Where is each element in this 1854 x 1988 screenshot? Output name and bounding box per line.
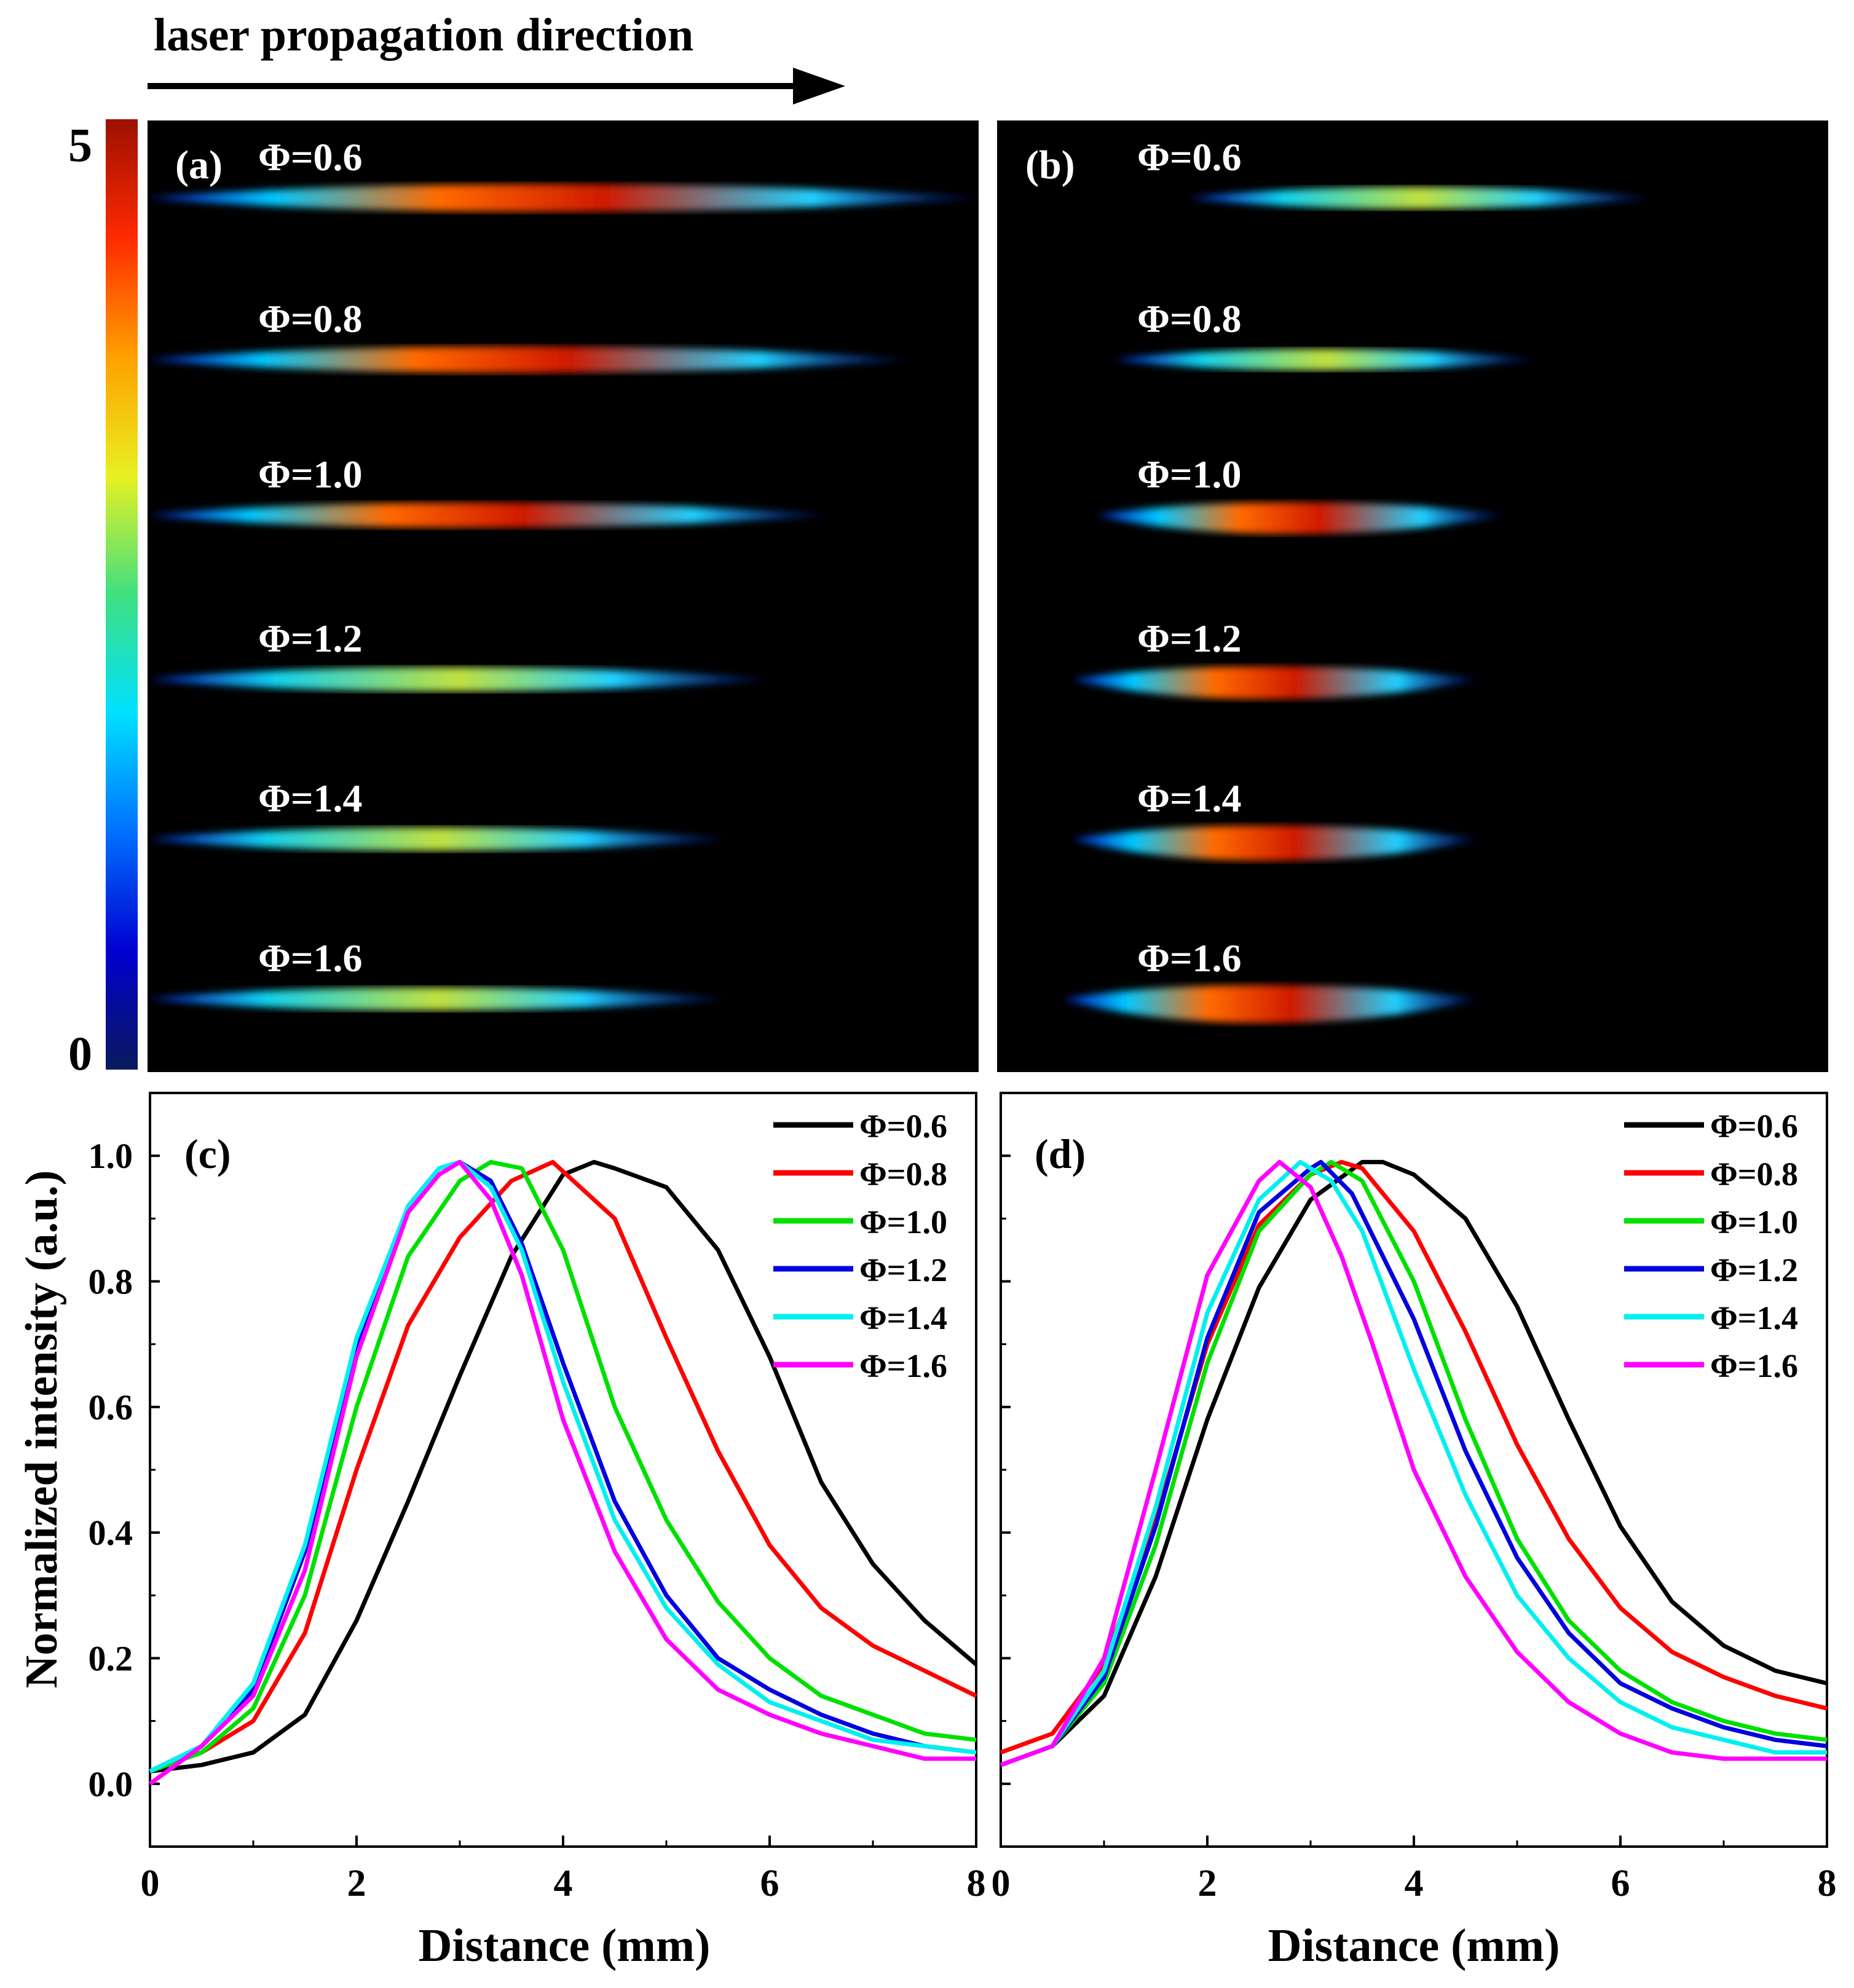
panel-label: (c) xyxy=(184,1130,231,1177)
legend-label: Φ=1.0 xyxy=(1710,1204,1798,1241)
y-tick-label: 0.8 xyxy=(89,1262,133,1302)
x-tick-label: 8 xyxy=(1818,1863,1837,1904)
plot-d: 0 2 4 6 8 (d) Φ=0.6 Φ=0.8 Φ=1.0 Φ=1.2 Φ=1.4 Φ=1.6 xyxy=(992,1092,1837,1904)
series-line xyxy=(149,1159,977,1773)
beam-label: Φ=1.0 xyxy=(258,452,363,496)
beam-label: Φ=1.6 xyxy=(1137,936,1242,980)
legend-label: Φ=1.6 xyxy=(1710,1347,1798,1384)
beam-label: Φ=1.0 xyxy=(1137,452,1242,496)
beam-trace xyxy=(148,184,979,212)
beam-label: Φ=0.8 xyxy=(258,297,363,341)
beam-trace xyxy=(1188,187,1654,209)
beam-label: Φ=1.2 xyxy=(1137,617,1242,660)
beam-trace xyxy=(1113,349,1537,371)
series-line xyxy=(1000,1159,1828,1755)
y-tick-label: 0.6 xyxy=(89,1387,133,1427)
colorbar-max-label: 5 xyxy=(68,118,92,172)
beam-trace xyxy=(148,346,912,373)
x-tick-label: 0 xyxy=(992,1863,1011,1904)
header-title: laser propagation direction xyxy=(154,9,693,61)
x-tick-label: 4 xyxy=(554,1863,573,1904)
x-tick-label: 2 xyxy=(1198,1863,1217,1904)
series-line xyxy=(149,1159,978,1773)
image-panel-b xyxy=(997,120,1828,1072)
beam-label: Φ=1.4 xyxy=(258,776,363,820)
legend-label: Φ=1.2 xyxy=(1710,1252,1798,1288)
y-tick-label: 1.0 xyxy=(89,1136,133,1176)
series-line xyxy=(149,1159,977,1773)
legend-label: Φ=1.4 xyxy=(859,1300,947,1336)
beam-trace xyxy=(1071,826,1480,861)
beam-trace xyxy=(148,987,730,1011)
colorbar xyxy=(106,119,138,1070)
y-axis-label: Normalized intensity (a.u.) xyxy=(17,1170,67,1689)
y-tick-label: 0.0 xyxy=(89,1764,133,1804)
series-line xyxy=(148,1159,976,1786)
colorbar-min-label: 0 xyxy=(68,1027,92,1080)
beam-label: Φ=0.6 xyxy=(1137,135,1242,179)
panel-b-label: (b) xyxy=(1025,143,1075,187)
beam-label: Φ=1.6 xyxy=(258,936,363,980)
x-tick-label: 8 xyxy=(967,1863,986,1904)
series-line xyxy=(1000,1159,1828,1767)
beam-trace xyxy=(148,667,771,692)
x-tick-label: 2 xyxy=(347,1863,366,1904)
y-tick-label: 0.4 xyxy=(89,1513,133,1553)
legend-label: Φ=0.8 xyxy=(1710,1156,1798,1193)
series-line xyxy=(1000,1159,1827,1767)
series-line xyxy=(1000,1159,1828,1767)
plot-c: 0 2 4 6 8 0.0 0.2 0.4 0.6 0.8 1.0 (c) Φ=0.6 Φ=0.8 Φ=1.… xyxy=(89,1092,986,1904)
y-tick-label: 0.2 xyxy=(89,1639,133,1679)
x-tick-label: 6 xyxy=(760,1863,779,1904)
series-line xyxy=(1000,1159,1828,1767)
x-tick-label: 6 xyxy=(1611,1863,1630,1904)
beam-label: Φ=1.2 xyxy=(258,617,363,660)
series-line xyxy=(149,1159,977,1773)
x-axis-label-d: Distance (mm) xyxy=(1268,1920,1560,1971)
x-tick-label: 4 xyxy=(1405,1863,1424,1904)
panel-label: (d) xyxy=(1035,1130,1086,1177)
beam-trace xyxy=(1063,985,1480,1023)
beam-label: Φ=0.6 xyxy=(258,135,363,179)
beam-label: Φ=1.4 xyxy=(1137,776,1242,820)
beam-label: Φ=0.8 xyxy=(1137,297,1242,341)
legend-label: Φ=1.4 xyxy=(1710,1300,1798,1336)
beam-trace xyxy=(148,502,829,528)
beam-rows-b: Φ=0.6 Φ=0.8 Φ=1.0 Φ=1.2 Φ=1.4 Φ=1.6 xyxy=(1063,135,1654,1023)
legend-label: Φ=1.0 xyxy=(859,1204,947,1241)
x-tick-label: 0 xyxy=(141,1863,160,1904)
panel-a-label: (a) xyxy=(175,143,223,187)
beam-trace xyxy=(1071,666,1480,700)
legend-label: Φ=0.6 xyxy=(859,1108,947,1145)
legend-label: Φ=1.6 xyxy=(859,1347,947,1384)
legend-label: Φ=0.6 xyxy=(1710,1108,1798,1145)
beam-rows-a: Φ=0.6 Φ=0.8 Φ=1.0 Φ=1.2 Φ=1.4 Φ=1.6 xyxy=(148,135,979,1011)
beam-trace xyxy=(148,827,730,851)
beam-trace xyxy=(1097,502,1504,534)
legend-label: Φ=0.8 xyxy=(859,1156,947,1193)
image-panel-a xyxy=(148,120,979,1072)
legend-label: Φ=1.2 xyxy=(859,1252,947,1288)
x-axis-label-c: Distance (mm) xyxy=(419,1920,711,1971)
series-line xyxy=(149,1159,977,1773)
propagation-arrow xyxy=(148,68,845,105)
series-line xyxy=(1000,1159,1827,1767)
